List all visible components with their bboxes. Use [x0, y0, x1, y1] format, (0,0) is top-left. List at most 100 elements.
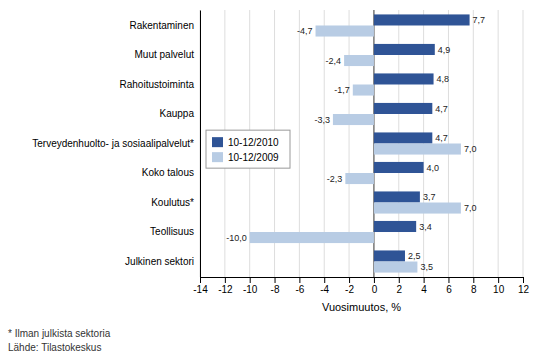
- x-tick-label: -4: [320, 284, 329, 295]
- x-tick-label: -6: [295, 284, 304, 295]
- x-tick-mark: [349, 277, 350, 283]
- x-tick: 6: [446, 277, 452, 295]
- legend-swatch: [212, 152, 223, 162]
- grid: [200, 10, 523, 277]
- plot: 7,7 4,9 4,8 4,7 4,7 4,0 3,7 3,4 2,5 -4,7 -2,4 -1,7 -…: [32, 10, 529, 295]
- y-tick-label: Teollisuus: [150, 226, 194, 237]
- x-tick-mark: [374, 277, 375, 283]
- bar: [374, 132, 432, 143]
- x-tick-mark: [424, 277, 425, 283]
- y-tick: Koko talous: [142, 167, 194, 178]
- data-label: 4,7: [435, 104, 448, 114]
- data-label: 4,9: [438, 45, 451, 55]
- data-label: 7,7: [473, 15, 486, 25]
- x-tick: 10: [493, 277, 505, 295]
- bar: [345, 173, 374, 184]
- x-tick-label: 2: [396, 284, 402, 295]
- bar: [374, 203, 461, 214]
- y-tick: Julkinen sektori: [125, 256, 194, 267]
- y-tick-label: Julkinen sektori: [125, 256, 194, 267]
- x-axis-line: [201, 278, 524, 284]
- y-axis-line: [200, 11, 201, 278]
- data-label: -4,7: [297, 26, 313, 36]
- legend: 10-12/2010 10-12/2009: [206, 130, 290, 168]
- bar: [374, 162, 424, 173]
- data-label: -3,3: [314, 115, 330, 125]
- x-tick-label: 10: [493, 284, 505, 295]
- legend-box: [206, 130, 290, 168]
- bar: [374, 262, 417, 273]
- bar: [374, 144, 461, 155]
- grid-line: [200, 10, 201, 277]
- x-tick-label: 0: [372, 284, 378, 295]
- x-tick-label: -14: [193, 284, 208, 295]
- grid-line: [523, 10, 524, 277]
- x-tick: -8: [271, 277, 280, 295]
- data-label: 3,4: [419, 222, 432, 232]
- y-tick-label: Muut palvelut: [135, 49, 195, 60]
- x-tick: -14: [193, 277, 208, 295]
- data-label: -10,0: [226, 233, 247, 243]
- legend-label: 10-12/2010: [228, 137, 279, 148]
- x-tick-mark: [250, 277, 251, 283]
- data-label: -2,4: [326, 56, 342, 66]
- x-tick-mark: [473, 277, 474, 283]
- y-tick-label: Kauppa: [160, 108, 195, 119]
- bar: [374, 73, 434, 84]
- bar: [316, 25, 374, 36]
- x-tick-label: -10: [243, 284, 258, 295]
- y-tick: Rahoitustoiminta: [120, 79, 195, 90]
- bar: [374, 221, 416, 232]
- data-label: 4,7: [435, 133, 448, 143]
- bar: [374, 191, 420, 202]
- y-axis: Rakentaminen Muut palvelut Rahoitustoimint…: [32, 11, 200, 278]
- x-tick: 4: [421, 277, 427, 295]
- y-tick-label: Rakentaminen: [130, 20, 194, 31]
- x-tick: 2: [396, 277, 402, 295]
- y-tick-label: Koko talous: [142, 167, 194, 178]
- x-tick-label: -2: [345, 284, 354, 295]
- y-tick-label: Rahoitustoiminta: [120, 79, 195, 90]
- x-tick: -10: [243, 277, 258, 295]
- bar: [344, 55, 374, 66]
- x-tick: -2: [345, 277, 354, 295]
- x-tick-label: 8: [471, 284, 477, 295]
- footnote: * Ilman julkista sektoria: [8, 328, 111, 339]
- x-tick-mark: [324, 277, 325, 283]
- data-label: 4,8: [437, 74, 450, 84]
- data-labels: 7,7 4,9 4,8 4,7 4,7 4,0 3,7 3,4 2,5 -4,7 -2,4 -1,7 -…: [226, 15, 485, 272]
- legend-label: 10-12/2009: [228, 152, 279, 163]
- bar: [250, 232, 374, 243]
- data-label: 7,0: [464, 144, 477, 154]
- x-axis: -14 -12 -10 -8 -6 -4 -2 0 2 4 6 8 10 12: [193, 277, 529, 295]
- bar: [374, 44, 435, 55]
- data-label: -2,3: [327, 174, 343, 184]
- legend-swatch: [212, 137, 223, 147]
- y-tick: Muut palvelut: [135, 49, 195, 60]
- footnote: Lähde: Tilastokeskus: [8, 342, 101, 353]
- x-tick-label: 12: [518, 284, 530, 295]
- bar: [374, 103, 432, 114]
- x-tick: -6: [295, 277, 304, 295]
- x-tick-label: 6: [446, 284, 452, 295]
- data-label: 3,7: [423, 192, 436, 202]
- y-tick: Teollisuus: [150, 226, 194, 237]
- data-label: 2,5: [408, 251, 421, 261]
- x-tick-label: 4: [421, 284, 427, 295]
- x-tick: 12: [518, 277, 530, 295]
- y-tick-label: Terveydenhuolto- ja sosiaalipalvelut*: [32, 138, 194, 149]
- x-tick-mark: [448, 277, 449, 283]
- x-tick-mark: [523, 277, 524, 283]
- bar: [333, 114, 374, 125]
- data-label: -1,7: [334, 85, 350, 95]
- x-tick: -12: [218, 277, 233, 295]
- x-tick-mark: [299, 277, 300, 283]
- y-tick-label: Koulutus*: [151, 197, 194, 208]
- data-label: 3,5: [420, 262, 433, 272]
- x-tick-mark: [399, 277, 400, 283]
- y-tick: Rakentaminen: [130, 20, 194, 31]
- bar: [374, 250, 405, 261]
- grid-line: [498, 10, 499, 277]
- x-tick-mark: [498, 277, 499, 283]
- data-label: 4,0: [427, 163, 440, 173]
